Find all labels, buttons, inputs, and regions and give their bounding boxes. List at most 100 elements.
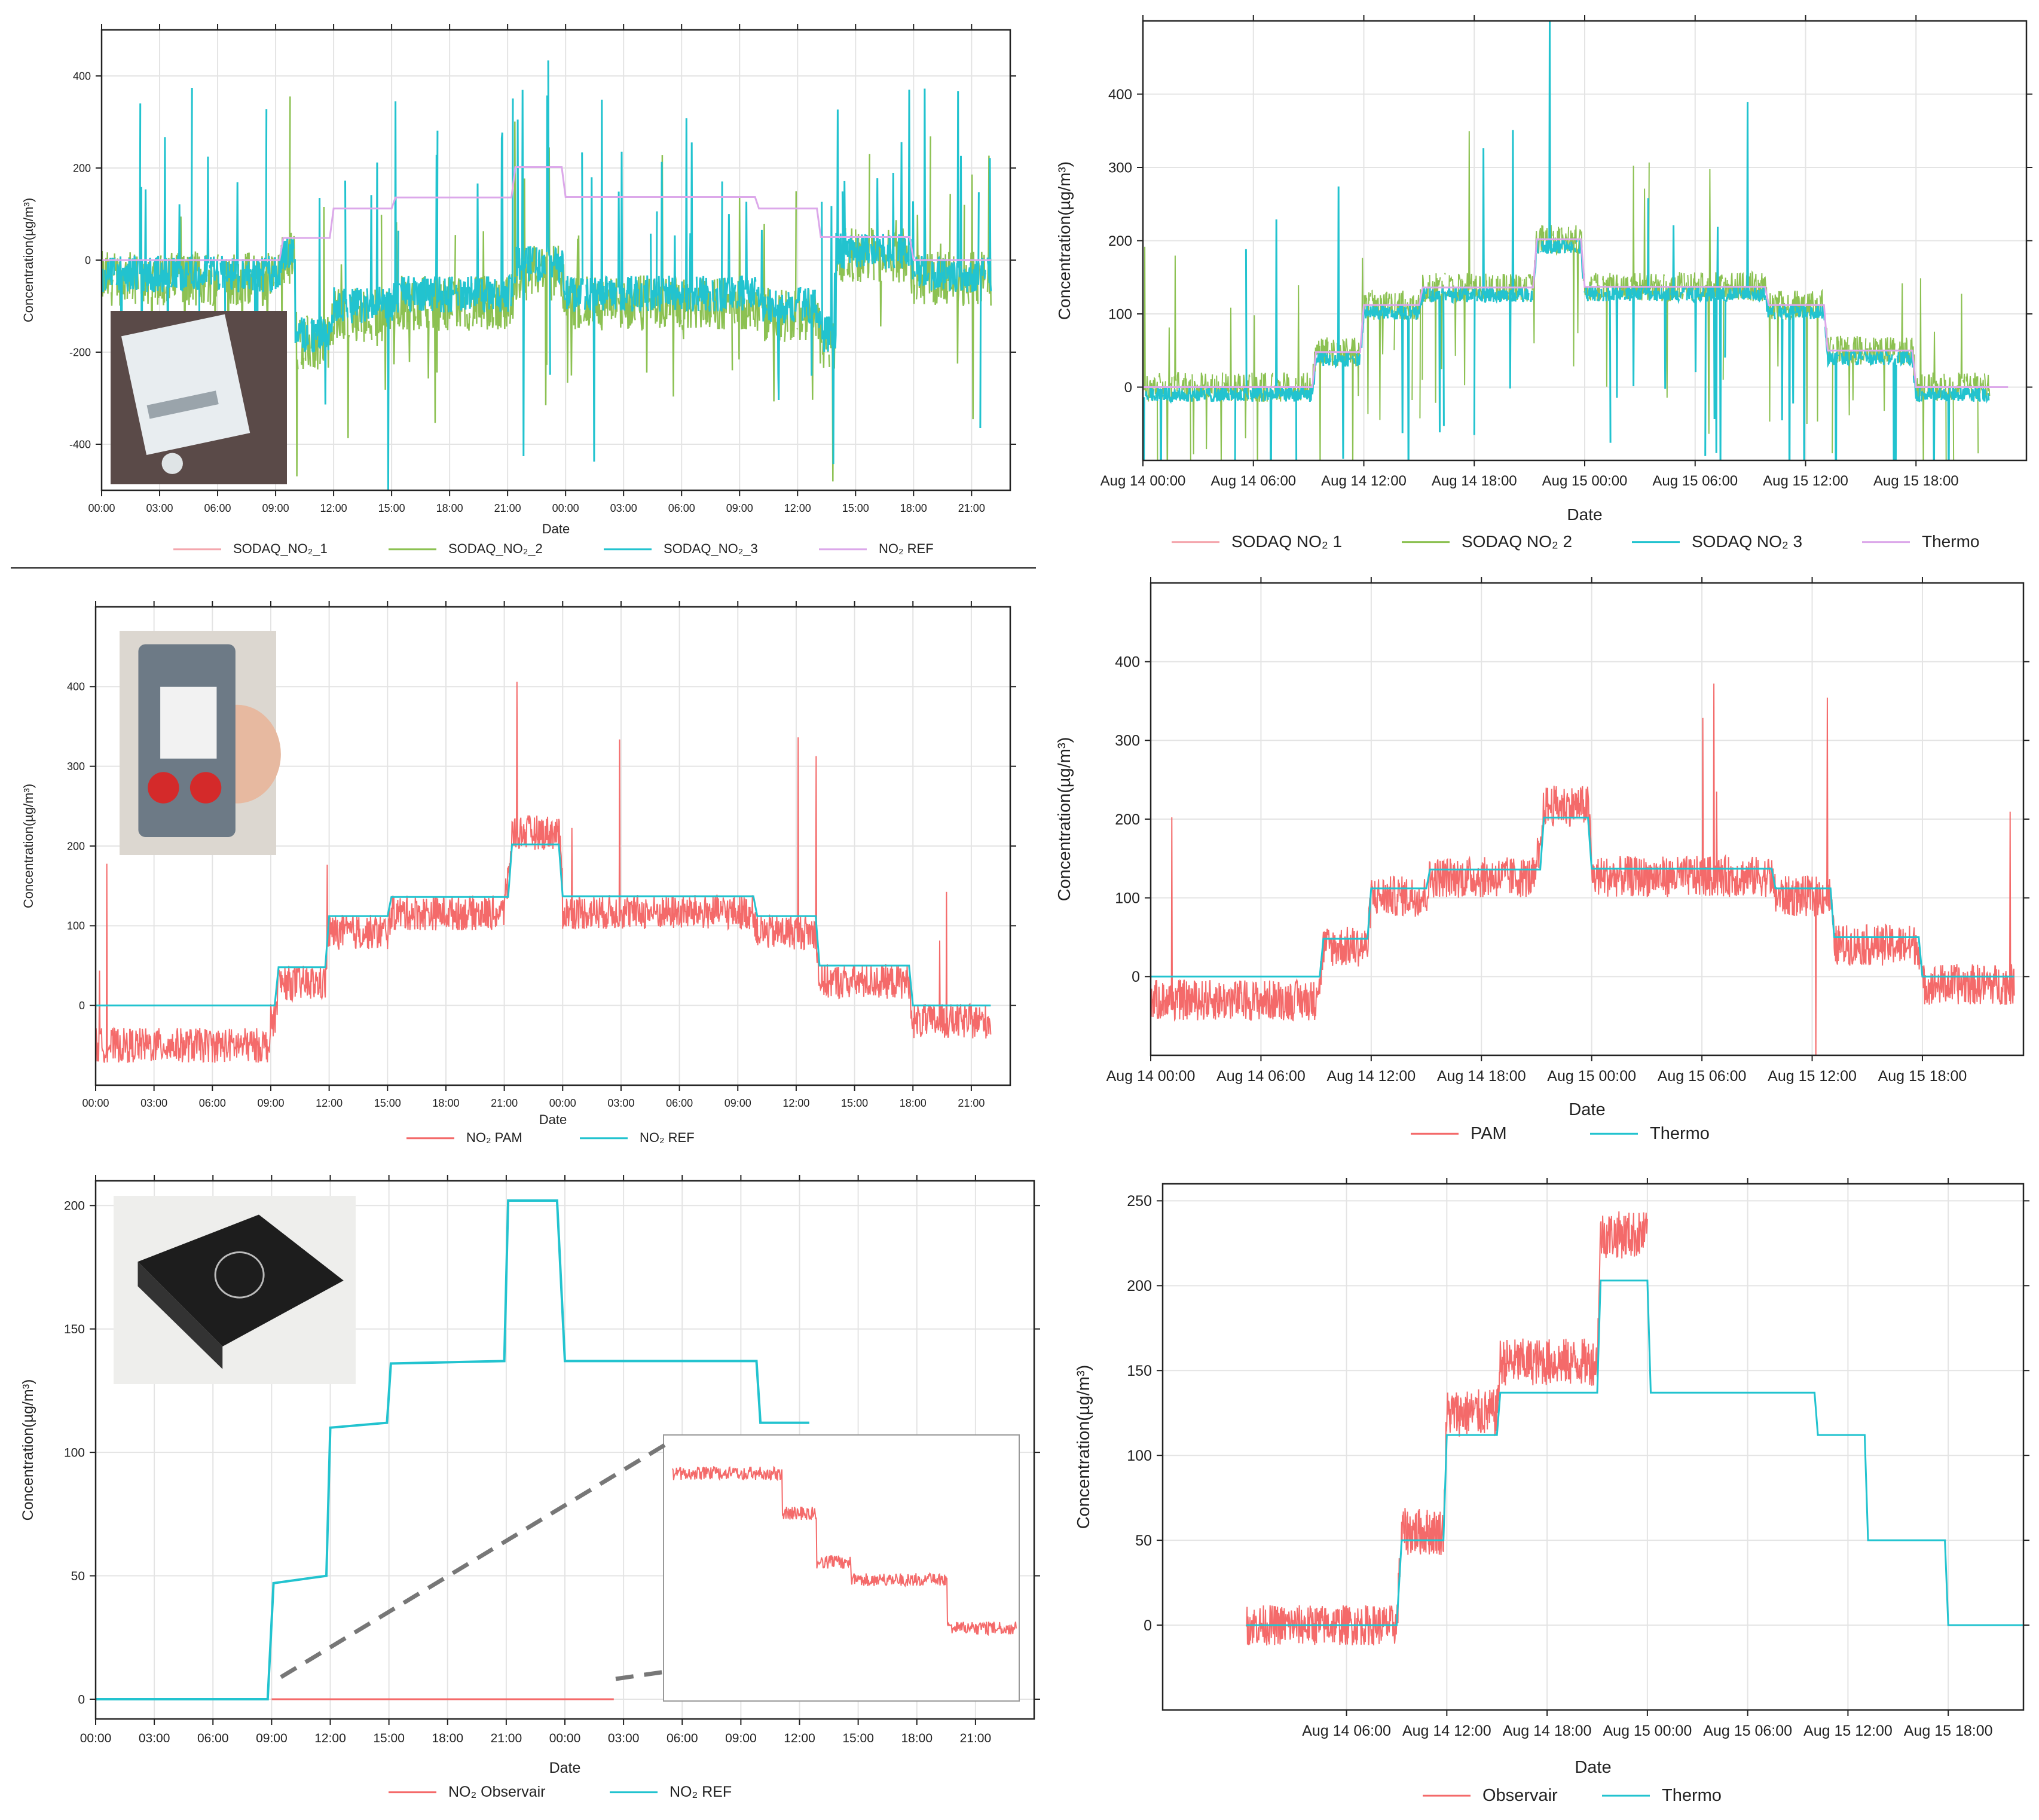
x-tick-label: 12:00 (320, 502, 347, 514)
x-tick-label: 15:00 (378, 502, 405, 514)
y-tick-label: 100 (1127, 1448, 1152, 1464)
x-tick-label: 06:00 (204, 502, 231, 514)
x-tick-label: 09:00 (725, 1732, 757, 1745)
series-thermo (1246, 1280, 2023, 1626)
plot-frame (1161, 1183, 2025, 1711)
y-axis-label: Concentration(µg/m³) (21, 198, 36, 322)
y-tick-label: 200 (67, 840, 85, 852)
sensor-photo-sodaq-icon (111, 311, 287, 484)
x-tick-label: Aug 14 12:00 (1326, 1068, 1416, 1085)
x-tick-label: 09:00 (256, 1732, 288, 1745)
legend-label: NO₂ REF (670, 1784, 732, 1800)
sensor-photo-observair-icon (114, 1196, 356, 1384)
x-axis-label: Date (549, 1760, 581, 1776)
y-tick-label: 0 (79, 1000, 85, 1012)
panel-separator (11, 567, 1036, 569)
y-tick-label: 50 (1135, 1532, 1152, 1549)
y-tick-label: 150 (1127, 1363, 1152, 1379)
x-tick-label: 12:00 (784, 502, 811, 514)
y-tick-label: 200 (1115, 811, 1140, 828)
chart-observair-right: Aug 14 06:00 Aug 14 12:00 Aug 14 18:00 Aug … (1074, 1178, 2029, 1805)
legend-label: SODAQ_NO₂_1 (233, 541, 328, 556)
y-tick-label: 100 (67, 920, 85, 932)
y-tick-label: 400 (1115, 654, 1140, 670)
legend-label: NO₂ REF (640, 1130, 695, 1145)
y-tick-label: 100 (1115, 890, 1140, 906)
x-tick-label: Aug 14 12:00 (1402, 1723, 1491, 1739)
x-tick-label: 21:00 (958, 1097, 985, 1109)
series-pam (1151, 683, 2015, 1055)
x-tick-label: Aug 15 12:00 (1768, 1068, 1857, 1085)
inset-frame (663, 1434, 1020, 1702)
x-axis-label: Date (1569, 1100, 1605, 1119)
x-axis-label: Date (539, 1112, 567, 1127)
y-tick-label: 50 (71, 1569, 85, 1583)
chart-pam-left: 00:00 03:00 06:00 09:00 12:00 15:00 18:00 21:00… (21, 601, 1016, 1145)
x-tick-label: 09:00 (257, 1097, 284, 1109)
x-tick-label: 12:00 (316, 1097, 343, 1109)
y-axis-label: Concentration(µg/m³) (1055, 161, 1074, 320)
x-tick-label: Aug 14 06:00 (1210, 473, 1296, 489)
series-group (102, 60, 992, 490)
y-tick-label: 150 (64, 1323, 85, 1336)
x-tick-label: 18:00 (432, 1097, 459, 1109)
x-tick-label: 18:00 (901, 1732, 933, 1745)
x-tick-label: 18:00 (900, 1097, 927, 1109)
x-tick-label: Aug 15 00:00 (1542, 473, 1628, 489)
legend-label: Observair (1482, 1786, 1558, 1805)
y-axis-label: Concentration(µg/m³) (21, 784, 36, 908)
x-axis-label: Date (542, 521, 570, 536)
y-tick-label: -400 (69, 438, 91, 450)
x-tick-label: 03:00 (140, 1097, 167, 1109)
legend-label: NO₂ REF (879, 541, 934, 556)
x-tick-label: 12:00 (784, 1732, 815, 1745)
x-tick-label: 06:00 (667, 1732, 698, 1745)
x-tick-label: 09:00 (726, 502, 753, 514)
chart-pam-right: Aug 14 00:00 Aug 14 06:00 Aug 14 12:00 Aug … (1055, 577, 2029, 1143)
y-tick-label: 0 (1124, 380, 1132, 396)
x-tick-label: 03:00 (607, 1097, 634, 1109)
x-tick-label: 15:00 (374, 1097, 401, 1109)
y-tick-label: 250 (1127, 1193, 1152, 1210)
y-axis-label: Concentration(µg/m³) (20, 1379, 36, 1521)
x-tick-label: Aug 15 18:00 (1878, 1068, 1967, 1085)
x-tick-label: 00:00 (552, 502, 579, 514)
x-tick-label: 21:00 (494, 502, 521, 514)
x-tick-label: 15:00 (842, 1732, 874, 1745)
series-thermo (1151, 816, 2014, 978)
y-tick-label: 400 (67, 681, 85, 693)
legend-label: SODAQ NO₂ 3 (1692, 532, 1802, 551)
chart-observair-left: 00:00 03:00 06:00 09:00 12:00 15:00 18:00 21:00… (20, 1175, 1040, 1800)
x-tick-label: Aug 14 06:00 (1302, 1723, 1391, 1739)
x-tick-label: 06:00 (668, 502, 695, 514)
series-no2-pam (96, 682, 992, 1063)
x-tick-label: 15:00 (373, 1732, 405, 1745)
x-tick-label: 21:00 (491, 1732, 522, 1745)
series-group (1151, 683, 2015, 1055)
x-tick-label: Aug 15 00:00 (1603, 1723, 1692, 1739)
y-tick-label: 0 (78, 1693, 85, 1706)
x-tick-label: 18:00 (436, 502, 463, 514)
y-axis-label: Concentration(µg/m³) (1055, 737, 1074, 902)
x-tick-label: 09:00 (724, 1097, 751, 1109)
legend-label: NO₂ Observair (448, 1784, 546, 1800)
observair-zoom-inset (280, 1434, 1020, 1702)
inset-series (672, 1465, 1017, 1636)
x-tick-label: 21:00 (958, 502, 985, 514)
series-group (1245, 1211, 2023, 1646)
sensor-photo-pam-icon (120, 631, 281, 855)
x-tick-label: Aug 15 18:00 (1873, 473, 1959, 489)
x-tick-label: 18:00 (432, 1732, 463, 1745)
series-no2-ref (96, 843, 991, 1007)
y-tick-label: 400 (1108, 87, 1132, 103)
x-tick-label: Aug 15 12:00 (1803, 1723, 1893, 1739)
x-tick-label: 00:00 (88, 502, 115, 514)
y-tick-label: 300 (1115, 732, 1140, 749)
y-tick-label: 200 (73, 162, 91, 174)
y-tick-label: 200 (1108, 233, 1132, 249)
x-tick-label: Aug 15 06:00 (1703, 1723, 1792, 1739)
zoom-connector-line (280, 1442, 668, 1679)
legend-label: Thermo (1662, 1786, 1722, 1805)
legend-label: SODAQ_NO₂_2 (448, 541, 543, 556)
